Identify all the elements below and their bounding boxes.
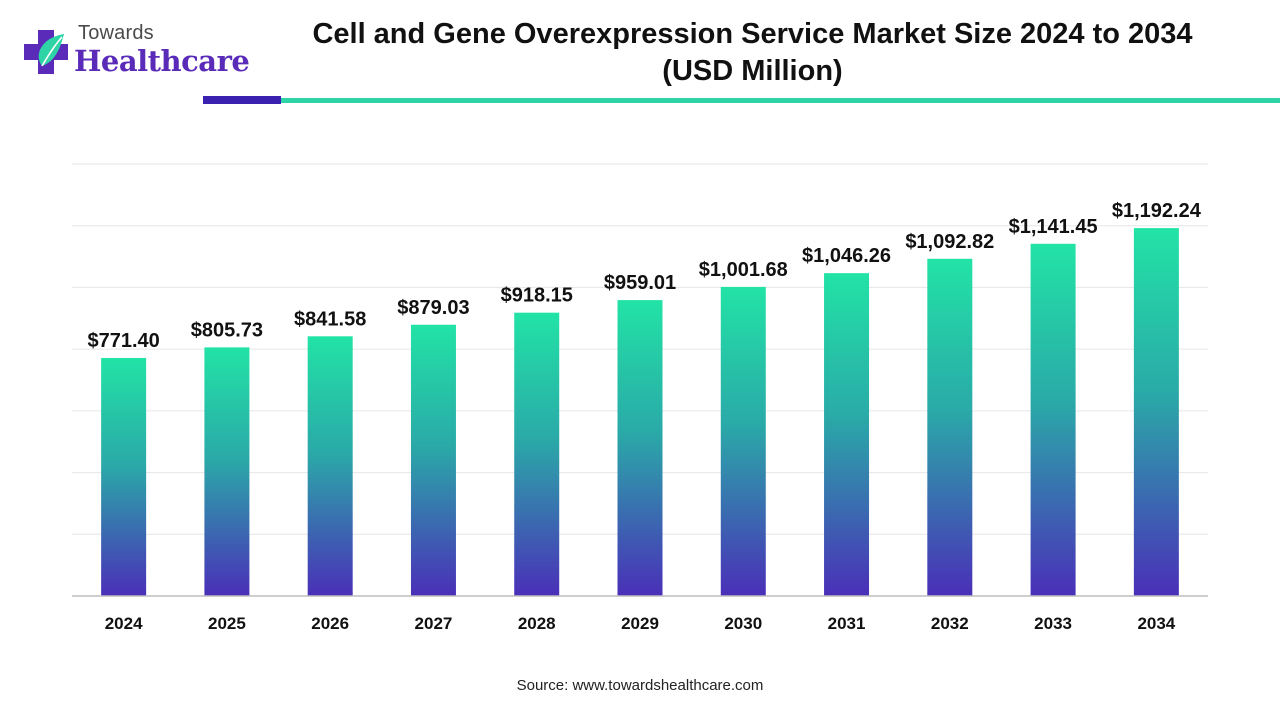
x-tick-2026: 2026 (311, 614, 349, 633)
x-tick-2029: 2029 (621, 614, 659, 633)
x-tick-2034: 2034 (1137, 614, 1175, 633)
x-tick-2031: 2031 (828, 614, 866, 633)
x-tick-2033: 2033 (1034, 614, 1072, 633)
bar-2027 (410, 324, 456, 596)
bar-2030 (720, 286, 766, 596)
data-label-2031: $1,046.26 (802, 245, 891, 267)
bar-2034 (1133, 228, 1179, 596)
page-title: Cell and Gene Overexpression Service Mar… (270, 16, 1235, 90)
data-label-2028: $918.15 (501, 285, 573, 307)
data-label-2024: $771.40 (87, 330, 159, 352)
data-label-2033: $1,141.45 (1009, 216, 1098, 238)
data-label-2026: $841.58 (294, 308, 366, 330)
bar-2028 (514, 312, 560, 596)
data-label-2032: $1,092.82 (905, 231, 994, 253)
brand-logo: Towards Healthcare (20, 18, 250, 88)
x-tick-2024: 2024 (105, 614, 143, 633)
data-label-2030: $1,001.68 (699, 259, 788, 281)
x-tick-2028: 2028 (518, 614, 556, 633)
bars (101, 228, 1179, 597)
bar-2024 (101, 357, 147, 596)
bar-2033 (1030, 243, 1076, 597)
data-label-2029: $959.01 (604, 272, 676, 294)
bar-2029 (617, 300, 663, 596)
brand-line1: Towards (78, 22, 154, 44)
x-tick-2025: 2025 (208, 614, 246, 633)
x-tick-2030: 2030 (724, 614, 762, 633)
title-line1: Cell and Gene Overexpression Service Mar… (312, 18, 1193, 50)
bar-2031 (824, 273, 870, 596)
brand-line2: Healthcare (74, 44, 250, 78)
title-line2: (USD Million) (662, 55, 843, 87)
medical-cross-leaf-icon (24, 30, 68, 74)
bar-2025 (204, 347, 250, 596)
bar-2032 (927, 258, 973, 596)
x-axis-ticks: 2024 2025 2026 2027 2028 2029 2030 2031 2032 2033… (105, 614, 1176, 633)
header-rule-accent (203, 96, 281, 104)
bar-2026 (307, 336, 353, 596)
data-labels: $771.40 $805.73 $841.58 $879.03 $918.15 $959.… (87, 200, 1201, 352)
x-tick-2027: 2027 (415, 614, 453, 633)
data-label-2027: $879.03 (397, 297, 469, 319)
source-note: Source: www.towardshealthcare.com (516, 677, 764, 694)
x-tick-2032: 2032 (931, 614, 969, 633)
data-label-2025: $805.73 (191, 319, 263, 341)
data-label-2034: $1,192.24 (1112, 200, 1202, 222)
header-rule (281, 98, 1280, 103)
